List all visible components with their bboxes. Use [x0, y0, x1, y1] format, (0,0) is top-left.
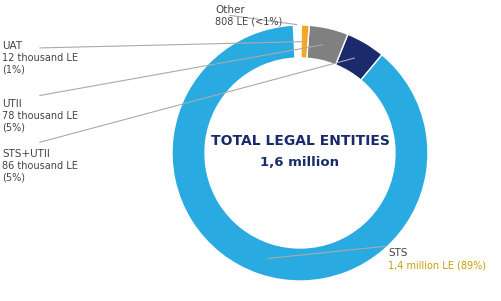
Text: 1,4 million LE (89%): 1,4 million LE (89%) — [387, 260, 485, 270]
Text: 1,6 million: 1,6 million — [260, 157, 339, 169]
Text: STS: STS — [387, 248, 407, 258]
Text: 86 thousand LE: 86 thousand LE — [2, 161, 78, 171]
Text: UAT: UAT — [2, 41, 22, 51]
Text: (1%): (1%) — [2, 65, 25, 75]
Wedge shape — [172, 25, 427, 281]
Wedge shape — [306, 25, 347, 65]
Text: UTII: UTII — [2, 99, 22, 109]
Text: TOTAL LEGAL ENTITIES: TOTAL LEGAL ENTITIES — [210, 134, 389, 148]
Wedge shape — [335, 34, 381, 80]
Text: Other: Other — [214, 5, 244, 15]
Text: 808 LE (<1%): 808 LE (<1%) — [214, 17, 282, 27]
Text: STS+UTII: STS+UTII — [2, 149, 50, 159]
Text: 78 thousand LE: 78 thousand LE — [2, 111, 78, 121]
Text: 12 thousand LE: 12 thousand LE — [2, 53, 78, 63]
Text: (5%): (5%) — [2, 123, 25, 133]
Wedge shape — [300, 25, 309, 58]
Text: (5%): (5%) — [2, 173, 25, 183]
